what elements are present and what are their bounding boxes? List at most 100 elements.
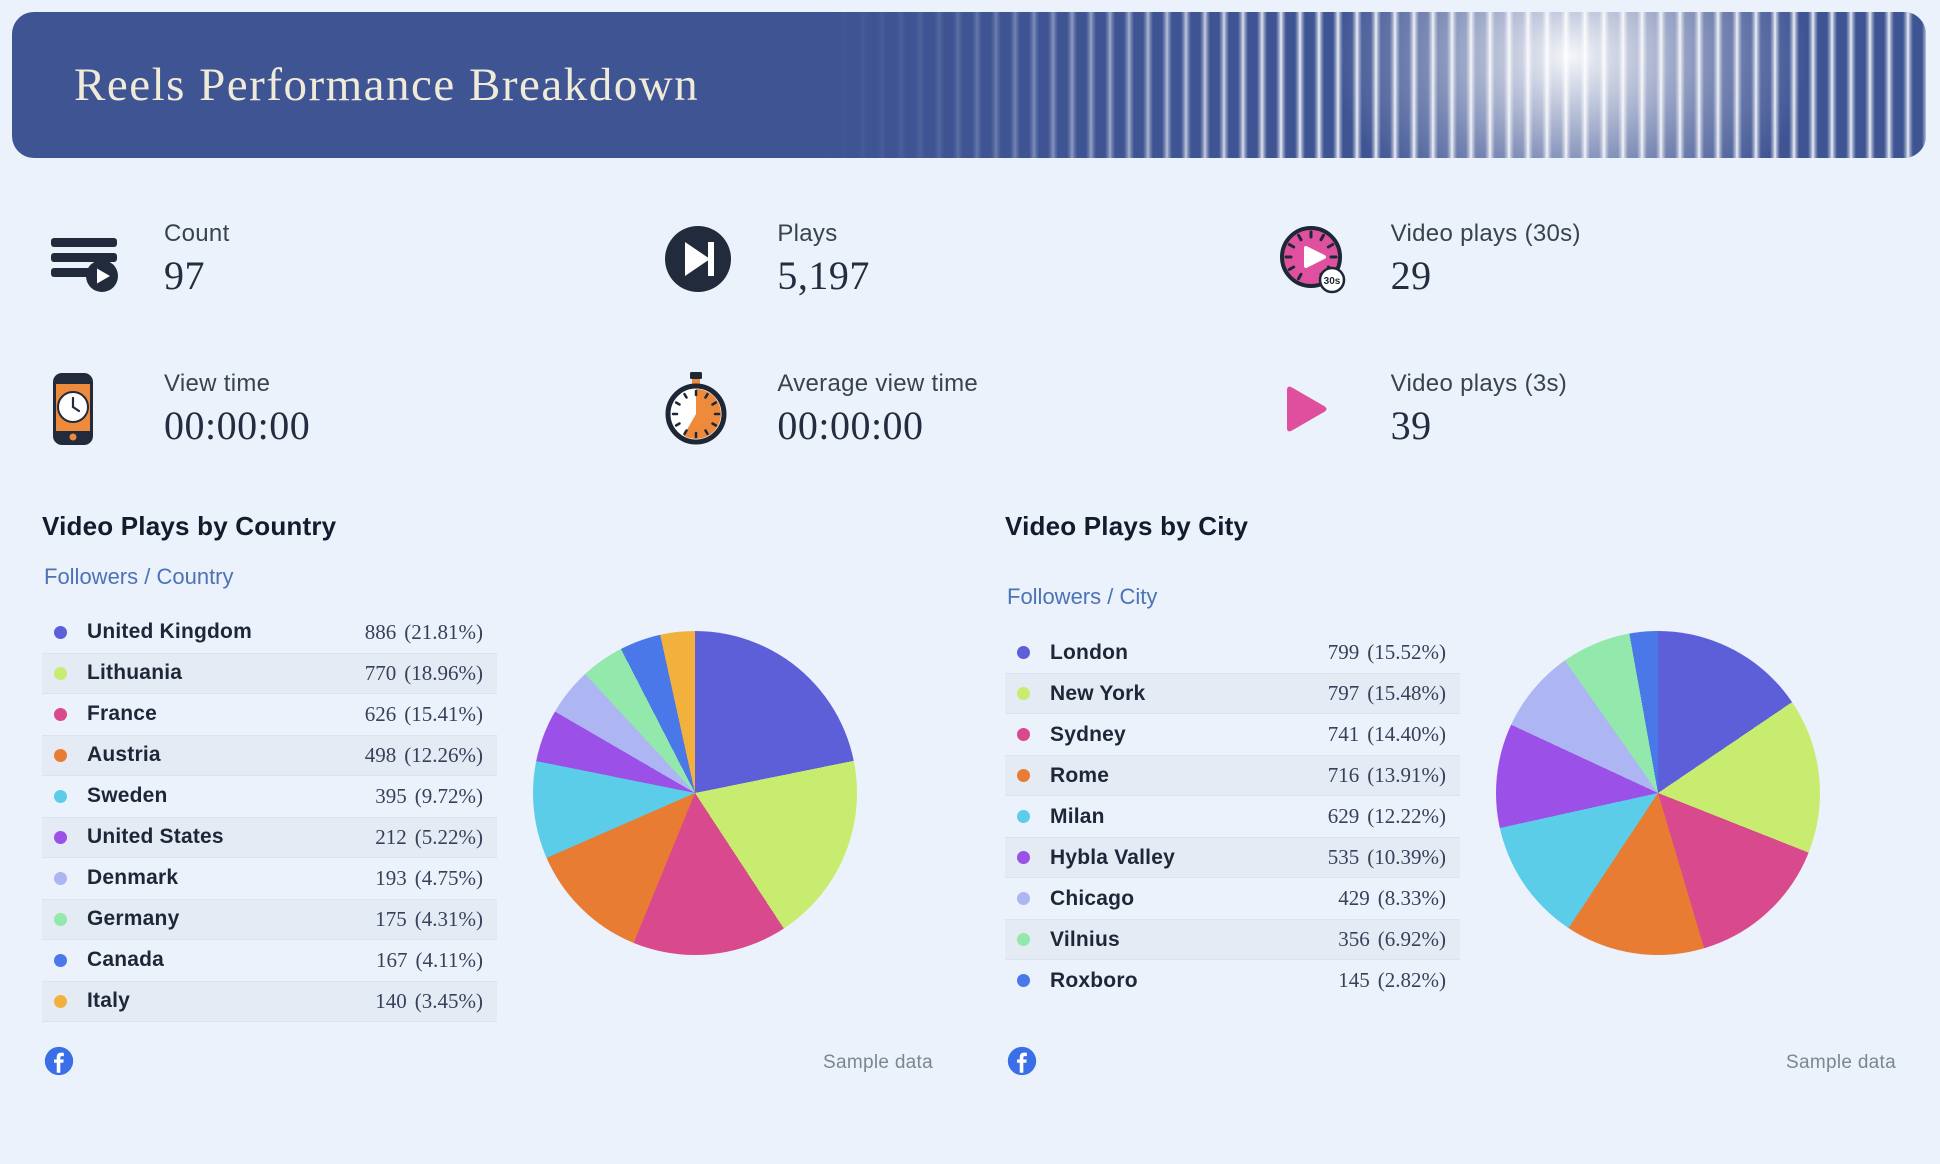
legend-row: New York 797 (15.48%) [1005, 673, 1460, 714]
legend-percent: (13.91%) [1367, 763, 1446, 787]
legend-row: Vilnius 356 (6.92%) [1005, 919, 1460, 960]
legend-color-dot [54, 912, 67, 926]
legend-label: France [87, 702, 158, 725]
panel-title: Video Plays by Country [42, 511, 337, 541]
stat-card-video-plays-30s: 30s Video plays (30s) 29 [1277, 213, 1890, 305]
phone-clock-icon [50, 372, 136, 446]
legend-label: Canada [87, 948, 165, 971]
legend-value: 212 [375, 824, 407, 849]
legend-label: Roxboro [1050, 968, 1138, 992]
legend-color-dot [54, 789, 67, 803]
stat-label: Average view time [777, 369, 979, 397]
legend-color-dot [54, 625, 67, 639]
stat-label: Plays [777, 219, 838, 247]
legend-percent: (12.26%) [404, 742, 483, 767]
legend-label: United Kingdom [87, 620, 252, 643]
legend-list: United Kingdom 886 (21.81%) Lithuania 770 (18… [42, 612, 497, 1022]
legend-value: 498 [364, 742, 397, 767]
legend-value: 175 [375, 906, 407, 931]
skip-play-icon [663, 224, 749, 294]
legend-value: 799 [1327, 640, 1360, 664]
legend-percent: (15.48%) [1367, 681, 1446, 705]
legend-value: 797 [1327, 681, 1360, 705]
legend-color-dot [1017, 687, 1030, 700]
legend-label: Sweden [87, 784, 168, 807]
legend-color-dot [54, 748, 67, 762]
legend-row: Sweden 395 (9.72%) [42, 776, 497, 817]
legend-label: Milan [1050, 804, 1105, 828]
legend-color-dot [1017, 892, 1030, 905]
legend-label: Denmark [87, 866, 179, 889]
legend-title: Followers / Country [44, 563, 234, 589]
stat-value: 29 [1390, 252, 1432, 298]
stopwatch-icon [663, 371, 749, 447]
legend-label: Germany [87, 907, 180, 930]
stat-label: Video plays (30s) [1390, 219, 1581, 247]
legend-color-dot [1017, 974, 1030, 987]
legend-label: Vilnius [1050, 927, 1120, 951]
legend-list: London 799 (15.52%) New York 797 (15.48%) Sydn… [1005, 632, 1460, 1001]
legend-percent: (3.45%) [414, 988, 483, 1013]
legend-percent: (5.22%) [414, 824, 483, 849]
facebook-icon[interactable] [44, 1046, 74, 1081]
legend-value: 716 [1327, 763, 1360, 787]
legend-color-dot [1017, 851, 1030, 864]
legend-color-dot [1017, 810, 1030, 823]
legend-row: Austria 498 (12.26%) [42, 734, 497, 776]
legend-color-dot [54, 830, 67, 844]
legend-row: Germany 175 (4.31%) [42, 898, 497, 940]
legend-row: Rome 716 (13.91%) [1005, 755, 1460, 796]
legend-row: United Kingdom 886 (21.81%) [42, 612, 497, 653]
legend-value: 626 [364, 701, 397, 726]
legend-label: United States [87, 825, 224, 848]
stat-value: 39 [1390, 402, 1432, 448]
sample-data-note: Sample data [1786, 1052, 1896, 1073]
panel-footer: Sample data [42, 1043, 935, 1089]
legend-value: 741 [1327, 722, 1360, 746]
legend-label: Austria [87, 743, 161, 766]
legend-color-dot [1017, 933, 1030, 946]
chart-panels: Video Plays by Country Followers / Count… [0, 511, 1940, 1089]
legend-percent: (21.81%) [404, 619, 483, 644]
svg-text:30s: 30s [1323, 276, 1340, 287]
legend-percent: (4.31%) [414, 906, 483, 931]
country-pie-chart [533, 630, 857, 955]
legend-color-dot [1017, 646, 1030, 659]
legend-percent: (4.11%) [415, 947, 483, 972]
stat-label: Video plays (3s) [1390, 369, 1568, 397]
banner-ribbed-texture [815, 12, 1926, 158]
legend-row: Roxboro 145 (2.82%) [1005, 960, 1460, 1001]
legend-color-dot [54, 994, 67, 1008]
country-panel: Video Plays by Country Followers / Count… [42, 511, 935, 1089]
legend-label: Chicago [1050, 886, 1135, 910]
stat-value: 97 [164, 252, 205, 298]
legend-value: 193 [375, 865, 407, 890]
legend-row: Lithuania 770 (18.96%) [42, 652, 497, 694]
legend-value: 356 [1338, 927, 1370, 951]
city-panel: Video Plays by City Followers / City Lon… [1005, 511, 1898, 1089]
legend-label: New York [1050, 681, 1146, 705]
playlist-count-icon [50, 224, 136, 294]
facebook-icon[interactable] [1007, 1046, 1037, 1081]
legend-percent: (14.40%) [1367, 722, 1446, 746]
legend-value: 886 [364, 619, 397, 644]
legend-percent: (18.96%) [404, 660, 483, 685]
stat-card-average-view-time: Average view time 00:00:00 [663, 363, 1276, 455]
city-pie-chart [1496, 630, 1820, 955]
legend-value: 145 [1338, 968, 1370, 992]
stat-value: 5,197 [777, 252, 870, 298]
legend-value: 770 [364, 660, 397, 685]
reels-performance-page: Reels Performance Breakdown Count 97 [0, 12, 1940, 1164]
stat-value: 00:00:00 [777, 402, 924, 448]
legend-row: Canada 167 (4.11%) [42, 940, 497, 981]
legend-row: London 799 (15.52%) [1005, 632, 1460, 673]
legend-value: 429 [1338, 886, 1370, 910]
panel-title: Video Plays by City [1005, 511, 1249, 541]
legend-percent: (4.75%) [414, 865, 483, 890]
legend-percent: (10.39%) [1367, 845, 1446, 869]
legend-percent: (9.72%) [414, 783, 483, 808]
legend-label: Rome [1050, 763, 1110, 787]
sample-data-note: Sample data [823, 1052, 933, 1073]
timer-30s-icon: 30s [1277, 223, 1363, 295]
legend-row: United States 212 (5.22%) [42, 816, 497, 858]
